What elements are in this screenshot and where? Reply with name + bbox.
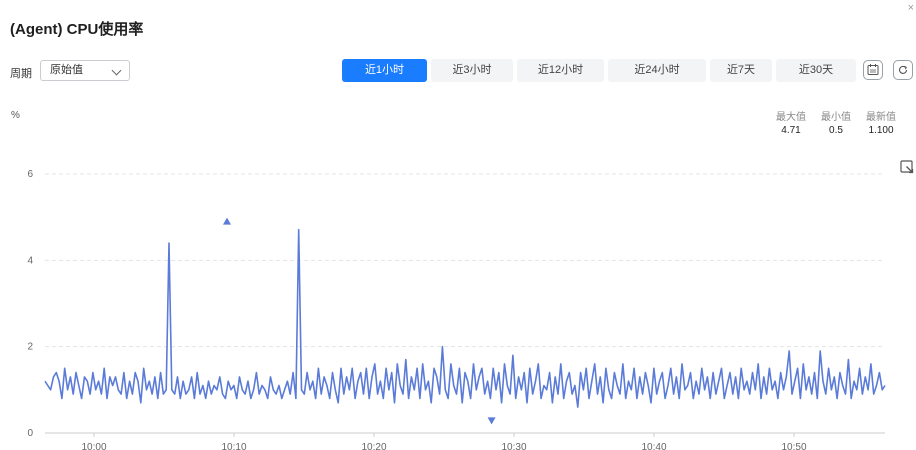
stat-latest-value: 1.100: [868, 125, 894, 136]
y-tick-label: 4: [27, 255, 33, 266]
y-tick-label: 0: [27, 428, 33, 439]
y-tick-label: 6: [27, 169, 33, 180]
refresh-icon: [899, 65, 908, 74]
stat-max-value: 4.71: [781, 125, 801, 136]
x-tick-label: 10:10: [221, 442, 246, 450]
min-marker: [487, 417, 496, 425]
stat-max-label: 最大值: [776, 112, 806, 123]
range-30d-button[interactable]: 近30天: [776, 59, 856, 82]
close-icon[interactable]: ×: [907, 2, 914, 14]
stat-latest-label: 最新值: [866, 112, 896, 123]
x-tick-label: 10:50: [781, 442, 806, 450]
max-marker: [223, 217, 231, 225]
cpu-series-line: [44, 228, 886, 408]
range-7d-button[interactable]: 近7天: [710, 59, 772, 82]
period-label: 周期: [10, 68, 32, 80]
page-title: (Agent) CPU使用率: [10, 21, 144, 38]
stat-min: 最小值 0.5: [821, 108, 851, 136]
stat-latest: 最新值 1.100: [866, 108, 896, 136]
calendar-button[interactable]: [863, 60, 883, 80]
y-tick-label: 2: [27, 342, 33, 353]
stat-min-label: 最小值: [821, 112, 851, 123]
refresh-button[interactable]: [893, 60, 913, 80]
period-select-value: 原始值: [50, 64, 83, 76]
stat-max: 最大值 4.71: [776, 108, 806, 136]
range-3h-button[interactable]: 近3小时: [431, 59, 513, 82]
calendar-icon: [867, 64, 879, 75]
x-tick-label: 10:40: [641, 442, 666, 450]
range-12h-button[interactable]: 近12小时: [517, 59, 604, 82]
x-tick-label: 10:20: [361, 442, 386, 450]
range-1h-button[interactable]: 近1小时: [342, 59, 427, 82]
range-24h-button[interactable]: 近24小时: [608, 59, 706, 82]
y-axis-unit: %: [11, 110, 20, 121]
x-tick-label: 10:30: [501, 442, 526, 450]
stat-min-value: 0.5: [829, 125, 843, 136]
zoom-icon[interactable]: [900, 160, 914, 174]
x-tick-label: 10:00: [81, 442, 106, 450]
period-select[interactable]: 原始值: [40, 60, 130, 81]
